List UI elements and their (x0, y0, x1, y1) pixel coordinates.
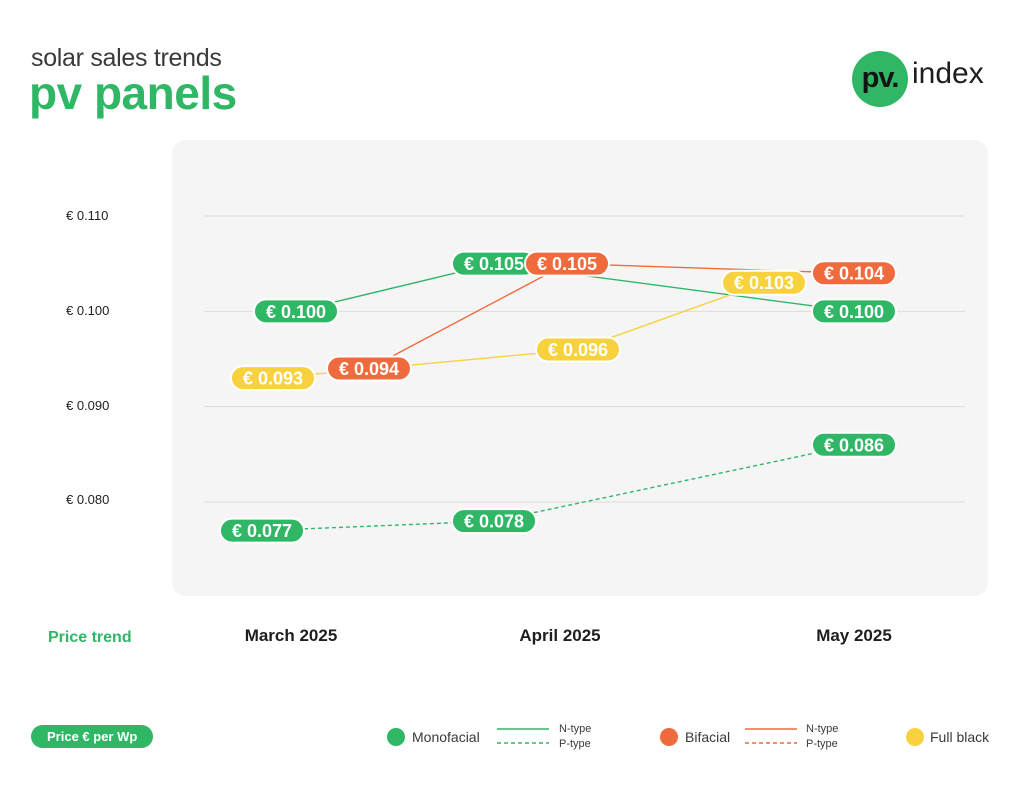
y-tick-label: € 0.110 (66, 208, 109, 223)
data-label-text: € 0.105 (537, 254, 597, 274)
data-point-marker (535, 336, 621, 363)
y-tick-label: € 0.100 (66, 303, 110, 318)
legend-monofacial-ptype: P-type (559, 738, 591, 750)
data-label-text: € 0.100 (824, 302, 884, 322)
unit-badge: Price € per Wp (31, 725, 154, 748)
x-category-label: March 2025 (244, 626, 338, 645)
y-tick-label: € 0.090 (66, 398, 110, 413)
data-point-marker (811, 260, 897, 287)
data-label-text: € 0.096 (548, 340, 608, 360)
data-point-marker (524, 250, 610, 277)
full-black-legend-dot (906, 728, 924, 746)
legend-bifacial: Bifacial (685, 729, 731, 745)
y-tick-label: € 0.080 (66, 492, 110, 507)
data-label-bi_n: € 0.094 (326, 355, 412, 382)
data-label-text: € 0.094 (339, 359, 399, 379)
monofacial-legend-dot (387, 728, 405, 746)
data-point-marker (326, 355, 412, 382)
logo-text: index (912, 57, 984, 90)
data-label-bi_n: € 0.105 (524, 250, 610, 277)
data-label-text: € 0.077 (232, 521, 292, 541)
data-point-marker (811, 431, 897, 458)
bifacial-line-key (745, 728, 797, 744)
x-category-label: May 2025 (816, 626, 892, 645)
data-label-fullblack: € 0.096 (535, 336, 621, 363)
legend-monofacial: Monofacial (412, 729, 480, 745)
data-label-text: € 0.105 (464, 254, 524, 274)
series-line-mono_p (261, 444, 855, 532)
data-point-marker (253, 298, 339, 325)
data-label-text: € 0.078 (464, 512, 524, 532)
data-label-mono_p: € 0.086 (811, 431, 897, 458)
data-label-text: € 0.100 (266, 302, 326, 322)
legend-bifacial-ptype: P-type (806, 738, 838, 750)
data-label-bi_n: € 0.104 (811, 260, 897, 287)
monofacial-line-key (497, 728, 549, 744)
data-label-text: € 0.104 (824, 264, 884, 284)
price-trend-label: Price trend (48, 629, 132, 646)
data-point-marker (811, 298, 897, 325)
logo-mark: pv. (852, 51, 908, 107)
data-label-fullblack: € 0.103 (721, 269, 807, 296)
data-label-text: € 0.103 (734, 273, 794, 293)
chart-title: pv panels (29, 67, 237, 119)
data-label-mono_n: € 0.105 (451, 250, 537, 277)
legend-monofacial-ntype: N-type (559, 723, 592, 735)
legend-full-black: Full black (930, 729, 990, 745)
data-point-marker (451, 508, 537, 535)
x-category-label: April 2025 (519, 626, 601, 645)
data-point-marker (219, 517, 305, 544)
bifacial-legend-dot (660, 728, 678, 746)
data-label-mono_p: € 0.078 (451, 508, 537, 535)
data-label-fullblack: € 0.093 (230, 365, 316, 392)
pv-index-logo: pv. index (852, 48, 1002, 108)
data-point-marker (230, 365, 316, 392)
data-label-mono_n: € 0.100 (253, 298, 339, 325)
chart-subtitle: solar sales trends (31, 44, 222, 72)
series-lines (261, 262, 855, 532)
data-label-mono_n: € 0.100 (811, 298, 897, 325)
data-label-text: € 0.086 (824, 435, 884, 455)
data-point-marker (721, 269, 807, 296)
data-labels: € 0.100 € 0.105 € 0.100 € 0.077 € 0.078 € 0.0… (219, 250, 897, 544)
data-label-mono_p: € 0.077 (219, 517, 305, 544)
data-label-text: € 0.093 (243, 369, 303, 389)
legend-bifacial-ntype: N-type (806, 723, 839, 735)
